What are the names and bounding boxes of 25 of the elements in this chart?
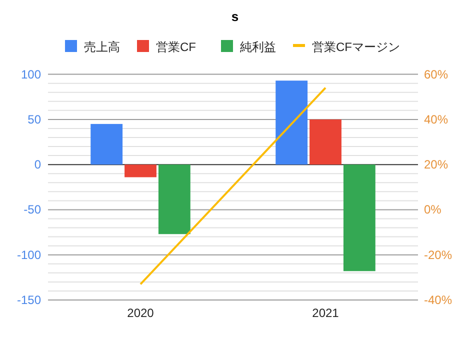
bar — [158, 164, 190, 234]
y2-tick-label: -40% — [424, 293, 452, 307]
y2-tick-label: -20% — [424, 248, 452, 262]
x-tick-label: 2020 — [127, 306, 154, 320]
bar — [276, 80, 308, 165]
bar — [90, 124, 123, 165]
y2-tick-label: 60% — [424, 67, 448, 82]
x-tick-label: 2021 — [312, 306, 340, 320]
bar — [124, 164, 156, 178]
y-tick-label: -150 — [16, 293, 42, 307]
y-tick-label: -100 — [16, 248, 42, 262]
y2-tick-label: 0% — [424, 202, 442, 217]
legend-label: 売上高 — [84, 40, 120, 54]
y-tick-label: 100 — [20, 67, 42, 82]
legend-label: 営業CF — [156, 40, 196, 54]
y-tick-label: 0 — [34, 158, 42, 172]
legend-label: 営業CFマージン — [312, 40, 400, 54]
legend-label: 純利益 — [240, 40, 276, 54]
y2-tick-label: 40% — [424, 112, 448, 126]
bar — [310, 119, 342, 165]
chart-title: s — [231, 9, 239, 24]
y-tick-label: -50 — [24, 202, 42, 217]
y-tick-label: 50 — [28, 112, 42, 126]
y2-tick-label: 20% — [424, 158, 448, 172]
bar — [343, 164, 376, 272]
